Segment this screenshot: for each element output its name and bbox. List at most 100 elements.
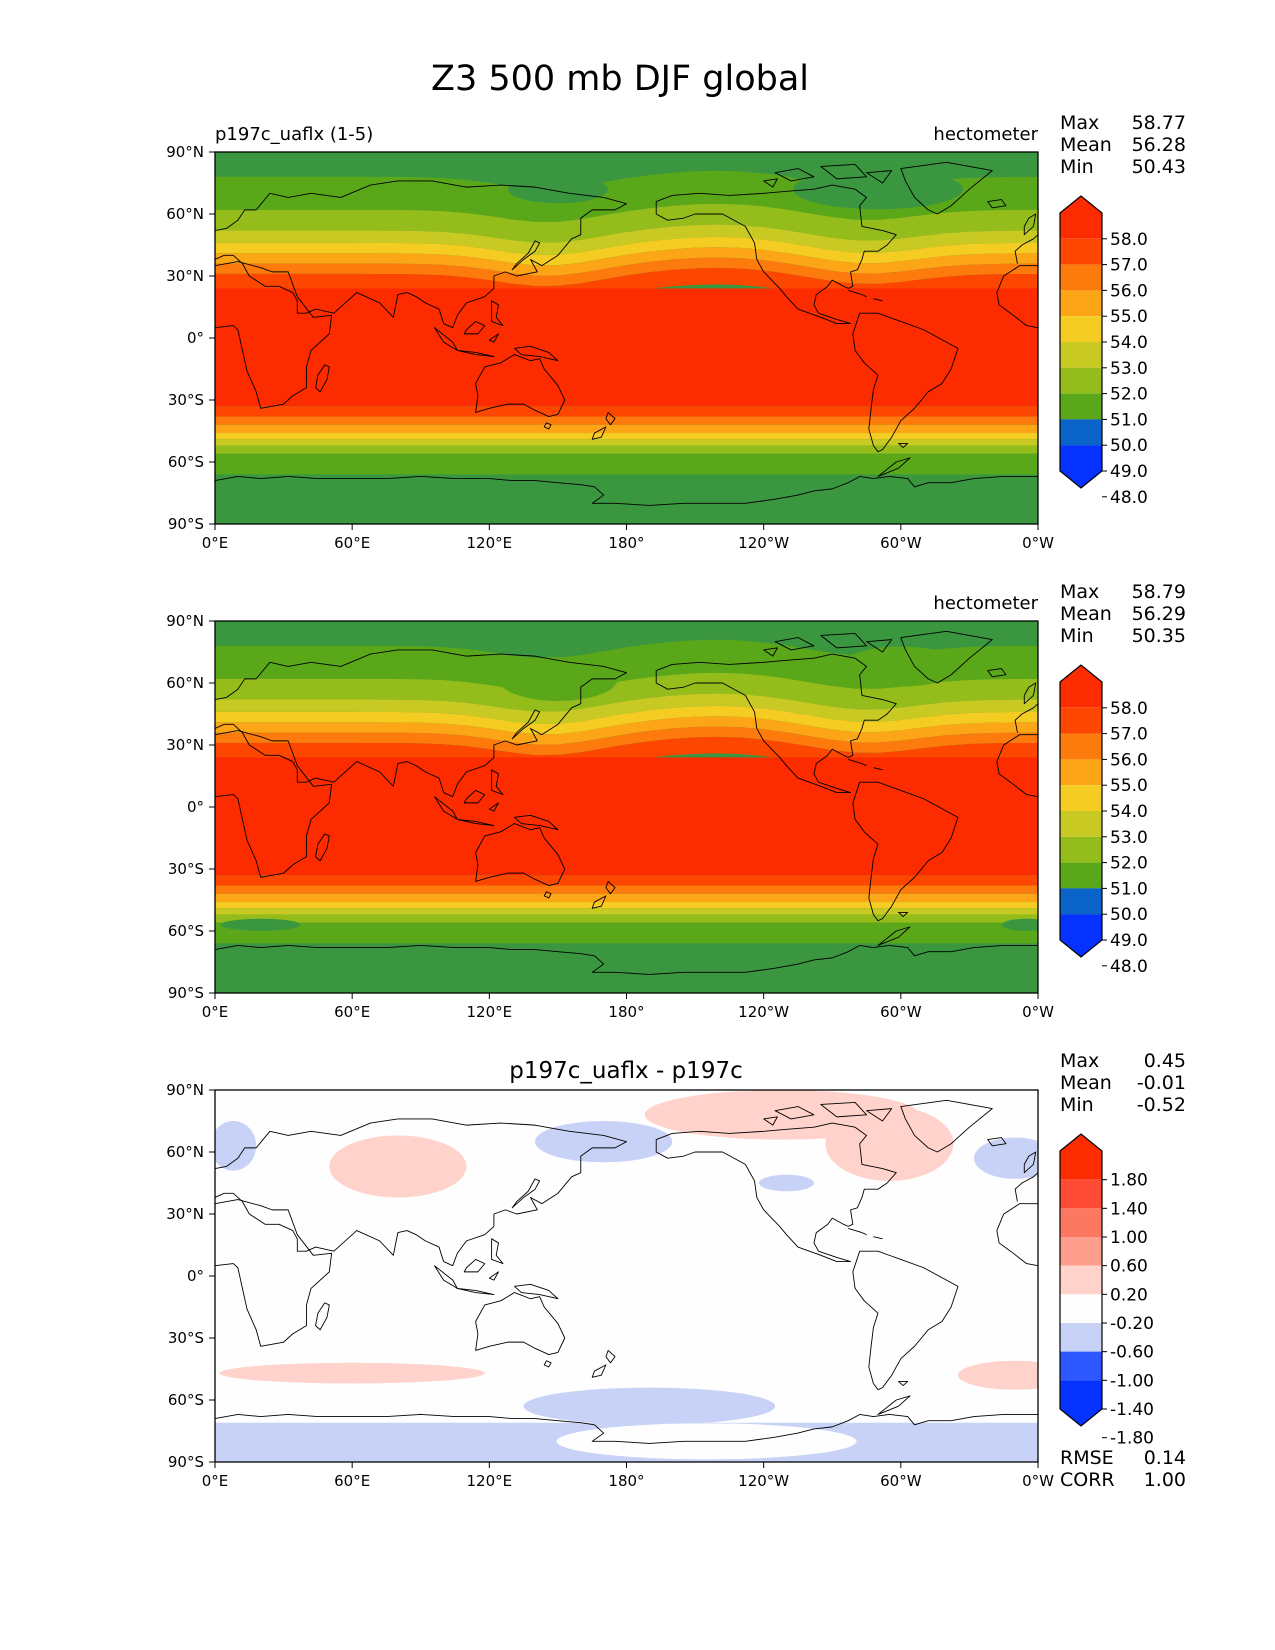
panel-reference: hectometer 90°N 60°N 30°N 0° 30°S 60°S 90°S 0°… [166, 581, 1186, 1021]
lat-tick-label: 30°S [168, 860, 204, 878]
stat-label: Max [1060, 1050, 1099, 1072]
band-nh-0 [215, 170, 1038, 222]
stat-value: -0.01 [1137, 1072, 1186, 1094]
lat-tick-label: 30°N [166, 1205, 204, 1223]
anom-neg-usa [759, 1174, 814, 1192]
colorbar-segment [1060, 290, 1102, 317]
band-sh-4 [215, 908, 1038, 915]
colorbar-tick-label: 49.0 [1110, 462, 1148, 482]
figure-title: Z3 500 mb DJF global [431, 59, 809, 99]
panel-right-label: hectometer [933, 124, 1038, 145]
sh-low-1 [220, 918, 301, 931]
colorbar-extend-min [1060, 914, 1102, 957]
stats-block: Max 58.77 Mean 56.28 Min 50.43 [1060, 112, 1186, 178]
lat-tick-label: 30°N [166, 736, 204, 754]
lon-tick-label: 180° [608, 1003, 644, 1021]
colorbar-tick-label: 56.0 [1110, 281, 1148, 301]
colorbar-tick-label: 57.0 [1110, 256, 1148, 276]
lat-tick-label: 60°S [168, 922, 204, 940]
colorbar-tick-label: 1.80 [1110, 1171, 1148, 1191]
colorbar-segment [1060, 759, 1102, 786]
colorbar-segment [1060, 1265, 1102, 1295]
lon-tick-label: 60°E [334, 534, 370, 552]
colorbar-segment [1060, 367, 1102, 394]
anom-pos-satl [958, 1360, 1038, 1390]
lat-tick-label: 90°N [166, 1081, 204, 1099]
colorbar-tick-label: 51.0 [1110, 410, 1148, 430]
lon-tick-label: 0°W [1022, 534, 1054, 552]
band-sh-4 [215, 439, 1038, 446]
latitude-axis: 90°N 60°N 30°N 0° 30°S 60°S 90°S [166, 143, 215, 533]
colorbar-tick-label: 55.0 [1110, 307, 1148, 327]
colorbar-tick-label: 48.0 [1110, 957, 1148, 977]
lon-tick-label: 120°W [738, 1472, 789, 1490]
band-nh-4 [215, 247, 1038, 276]
band-nh-5 [215, 257, 1038, 286]
panel-difference: p197c_uaflx - p197c 90°N 60°N 30°N 0° 30°S 60… [166, 1050, 1186, 1491]
colorbar-tick-label: 54.0 [1110, 333, 1148, 353]
lon-tick-label: 180° [608, 1472, 644, 1490]
lat-tick-label: 90°N [166, 143, 204, 161]
colorbar-tick-label: 49.0 [1110, 931, 1148, 951]
lat-tick-label: 90°S [168, 515, 204, 533]
stat-label: Min [1060, 625, 1094, 647]
colorbar-extend-min [1060, 1380, 1102, 1426]
polar-low-nh [792, 169, 963, 210]
lon-tick-label: 60°W [880, 534, 922, 552]
panel-right-label: hectometer [933, 593, 1038, 614]
colorbar-extend-min [1060, 445, 1102, 488]
lat-tick-label: 60°S [168, 1391, 204, 1409]
colorbar-segment [1060, 342, 1102, 368]
lon-tick-label: 60°E [334, 1003, 370, 1021]
lat-tick-label: 30°S [168, 391, 204, 409]
stat-value: 58.79 [1132, 581, 1186, 603]
band-nh-3 [215, 705, 1038, 735]
band-nh-5 [215, 726, 1038, 755]
anom-pos-asia [329, 1135, 467, 1198]
anom-neg-so [523, 1387, 776, 1425]
band-sh-2 [215, 424, 1038, 434]
latitude-axis: 90°N 60°N 30°N 0° 30°S 60°S 90°S [166, 1081, 215, 1471]
stat-value: 58.77 [1132, 112, 1186, 134]
colorbar-tick-label: -1.40 [1110, 1400, 1154, 1420]
colorbar-tick-label: 53.0 [1110, 359, 1148, 379]
latitude-axis: 90°N 60°N 30°N 0° 30°S 60°S 90°S [166, 612, 215, 1002]
footer-stat-value: 1.00 [1144, 1469, 1186, 1491]
anom-pos-sio [219, 1362, 485, 1384]
colorbar-segment [1060, 316, 1102, 342]
colorbar-segment [1060, 811, 1102, 837]
colorbar-extend-max [1060, 196, 1102, 239]
colorbar-segment [1060, 1179, 1102, 1209]
band-sh-3 [215, 433, 1038, 440]
colorbar: 1.80 1.40 1.00 0.60 0.20 -0.20 -0.60 -1.00 -1.40… [1059, 1133, 1154, 1449]
band-sh-6 [215, 453, 1038, 475]
lon-tick-label: 120°W [738, 534, 789, 552]
colorbar-segment [1060, 264, 1102, 291]
lat-tick-label: 30°S [168, 1329, 204, 1347]
lat-tick-label: 60°S [168, 453, 204, 471]
footer-stat-value: 0.14 [1144, 1447, 1186, 1469]
colorbar-tick-label: -0.60 [1110, 1343, 1154, 1363]
lat-tick-label: 90°S [168, 984, 204, 1002]
colorbar-tick-label: 53.0 [1110, 828, 1148, 848]
lat-tick-label: 30°N [166, 267, 204, 285]
stats-block: Max 58.79 Mean 56.29 Min 50.35 [1060, 581, 1186, 647]
stat-value: -0.52 [1137, 1094, 1186, 1116]
lon-tick-label: 180° [608, 534, 644, 552]
colorbar-tick-label: 1.40 [1110, 1199, 1148, 1219]
band-antarctic [215, 943, 1038, 993]
sh-low-2 [1001, 918, 1038, 931]
stat-value: 50.35 [1132, 625, 1186, 647]
lon-tick-label: 60°W [880, 1472, 922, 1490]
panel-test: p197c_uaflx (1-5) hectometer 90°N 60°N 30°… [166, 112, 1186, 552]
band-sh-5 [215, 914, 1038, 923]
stat-label: Mean [1060, 1072, 1112, 1094]
footer-stat-label: CORR [1060, 1469, 1115, 1491]
lon-tick-label: 0°E [202, 1003, 229, 1021]
colorbar-segment [1060, 733, 1102, 760]
lon-tick-label: 0°E [202, 1472, 229, 1490]
colorbar-tick-label: 0.60 [1110, 1257, 1148, 1277]
colorbar-segment [1060, 862, 1102, 889]
anom-pos-canada [825, 1106, 954, 1181]
lon-tick-label: 0°E [202, 534, 229, 552]
